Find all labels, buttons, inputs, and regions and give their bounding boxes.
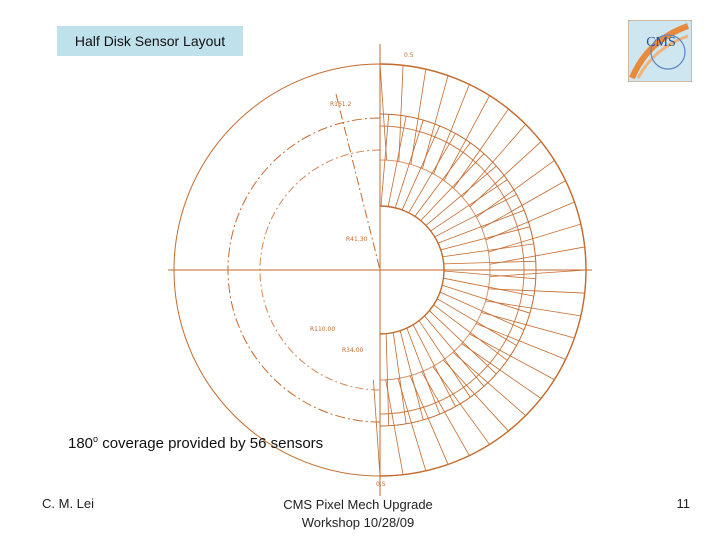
sensor-edge-line — [392, 332, 407, 424]
sensor-edge-line — [469, 141, 542, 207]
sensor-edge-line — [380, 114, 390, 207]
cms-logo-icon: CMS — [628, 20, 692, 82]
sensor-edge-line — [469, 333, 555, 380]
sensor-edge-line — [434, 194, 517, 238]
sensor-edge-line — [401, 125, 441, 211]
sensor-edge-line — [420, 153, 485, 221]
sensor-edge-line — [379, 63, 387, 161]
sensor-edge-line — [443, 359, 509, 432]
sensor-edge-line — [485, 201, 575, 241]
sensor-edge-line — [385, 333, 390, 426]
sensor-edge-line — [439, 291, 525, 331]
sensor-edge-line — [481, 180, 566, 229]
footer-event-line2: Workshop 10/28/09 — [301, 515, 415, 530]
caption-text: coverage provided by 56 sensors — [98, 435, 324, 452]
sensor-edge-line — [443, 277, 534, 297]
sensor-edge-line — [418, 320, 471, 398]
sensor-edge-line — [481, 312, 575, 339]
sensor-edge-line — [397, 378, 427, 471]
sensor-edge-line — [489, 246, 585, 265]
sensor-edge-line — [421, 371, 470, 456]
sensor-edge-line — [462, 124, 526, 198]
footer-event-line1: CMS Pixel Mech Upgrade — [283, 497, 433, 512]
sensor-edge-line — [452, 352, 526, 416]
degree-mark: o — [93, 434, 99, 444]
sensor-edge-line — [488, 288, 585, 294]
sensor-edge-line — [485, 300, 581, 317]
sensor-edge-line — [422, 75, 449, 169]
footer-author: C. M. Lei — [42, 496, 95, 511]
caption-number: 180 — [68, 435, 94, 452]
sensor-edge-line — [409, 375, 449, 465]
sensor-edge-line — [443, 260, 536, 265]
sensor-edge-line — [408, 133, 456, 213]
sensor-edge-line — [387, 116, 407, 207]
sensor-edge-line — [432, 366, 490, 445]
sensor-edge-line — [398, 65, 404, 162]
sensor-edge-line — [461, 343, 542, 399]
sensor-lines — [373, 63, 587, 477]
sensor-edge-line — [442, 243, 534, 258]
sensor-edge-line — [437, 298, 517, 346]
slide-title: Half Disk Sensor Layout — [57, 26, 243, 56]
sensor-edge-line — [442, 284, 531, 314]
sensor-edge-line — [425, 165, 497, 226]
sensor-edge-line — [410, 69, 427, 165]
sensor-edge-line — [385, 379, 404, 475]
construction-line — [335, 93, 381, 271]
sensor-edge-line — [399, 330, 424, 421]
sensor-edge-line — [440, 226, 531, 251]
sensor-edge-line — [430, 179, 508, 232]
sensor-edge-line — [443, 95, 490, 181]
sensor-edge-line — [373, 379, 381, 477]
sensor-edge-line — [429, 310, 497, 375]
sensor-edge-line — [414, 142, 471, 217]
sensor-edge-line — [443, 270, 536, 280]
page-number: 11 — [676, 496, 691, 511]
sensor-edge-line — [476, 160, 555, 218]
sensor-edge-line — [488, 223, 581, 253]
sensor-edge-line — [453, 108, 509, 189]
coverage-caption: 180o coverage provided by 56 sensors — [68, 434, 323, 452]
sensor-edge-line — [433, 84, 470, 175]
dimension-labels: 0.5 R161.2 R41.30 R110.00 R34.00 0.5 — [310, 52, 414, 488]
dimension-label: 0.5 — [376, 481, 386, 488]
sensor-edge-line — [424, 315, 485, 387]
sensor-edge-line — [406, 327, 441, 415]
dimension-label: R161.2 — [330, 101, 352, 108]
footer-event: CMS Pixel Mech Upgrade Workshop 10/28/09 — [240, 496, 476, 532]
dimension-label: R41.30 — [346, 236, 368, 243]
dimension-label: R110.00 — [310, 326, 335, 333]
sensor-edge-line — [433, 304, 508, 361]
sensor-edge-line — [437, 209, 525, 244]
sensor-edge-line — [394, 119, 424, 208]
dimension-label: 0.5 — [404, 52, 414, 59]
dimension-label: R34.00 — [342, 347, 364, 354]
sensor-edge-line — [475, 323, 566, 360]
logo-text: CMS — [646, 35, 676, 50]
sensor-edge-line — [412, 324, 456, 407]
sensor-edge-line — [489, 269, 587, 277]
